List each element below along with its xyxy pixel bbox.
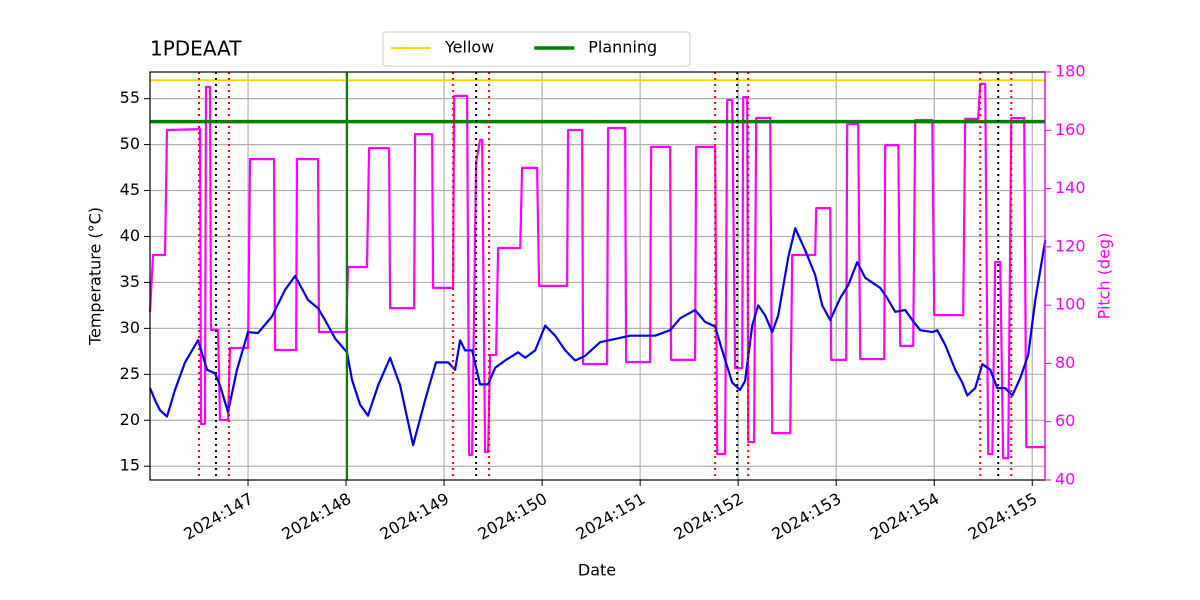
y2-tick-label: 80 — [1055, 353, 1075, 372]
y-tick-label: 35 — [120, 272, 140, 291]
legend-label: Planning — [588, 38, 657, 57]
y2-tick-label: 140 — [1055, 178, 1086, 197]
y2-tick-label: 100 — [1055, 295, 1086, 314]
legend-label: Yellow — [444, 38, 494, 57]
y-tick-label: 45 — [120, 180, 140, 199]
chart-title: 1PDEAAT — [150, 37, 242, 61]
y2-axis-label: Pitch (deg) — [1095, 233, 1114, 320]
y2-tick-label: 120 — [1055, 236, 1086, 255]
x-axis-label: Date — [578, 561, 616, 580]
series-line — [148, 82, 1046, 460]
y-tick-label: 50 — [120, 134, 140, 153]
series-line — [148, 227, 1047, 447]
y2-tick-label: 40 — [1055, 470, 1075, 489]
y-axis-label: Temperature (°C) — [86, 207, 105, 346]
y-tick-label: 15 — [120, 456, 140, 475]
y-tick-label: 25 — [120, 364, 140, 383]
y-tick-label: 30 — [120, 318, 140, 337]
y-tick-label: 55 — [120, 88, 140, 107]
y2-tick-label: 180 — [1055, 62, 1086, 81]
y2-tick-label: 160 — [1055, 120, 1086, 139]
y2-tick-label: 60 — [1055, 411, 1075, 430]
y-tick-label: 20 — [120, 410, 140, 429]
y-tick-label: 40 — [120, 226, 140, 245]
